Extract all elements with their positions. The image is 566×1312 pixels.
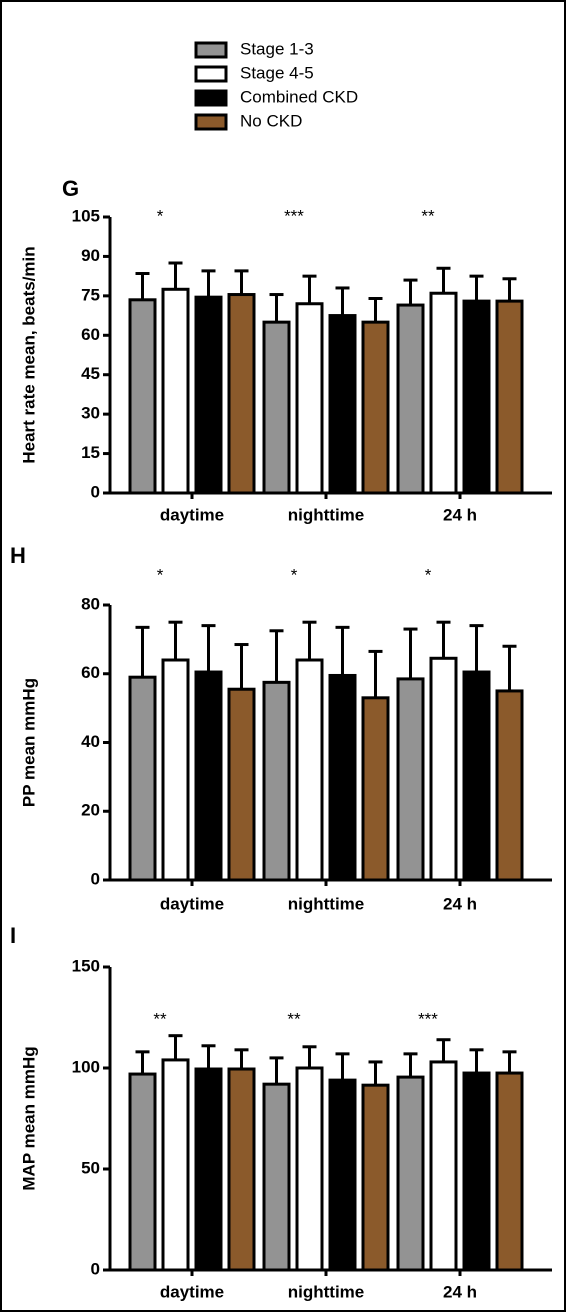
bar	[328, 314, 357, 495]
legend-swatch	[194, 89, 228, 107]
legend-swatch	[194, 65, 228, 83]
significance-label: **	[287, 1009, 301, 1028]
y-tick-label: 60	[81, 325, 100, 344]
y-tick-label: 75	[81, 285, 100, 304]
legend-label: Stage 1-3	[240, 39, 314, 58]
bar	[361, 696, 390, 882]
y-tick-label: 80	[81, 594, 100, 613]
bar	[227, 1067, 256, 1272]
significance-label: *	[157, 206, 164, 225]
x-tick-label: daytime	[160, 1282, 224, 1301]
x-tick-label: 24 h	[443, 505, 477, 524]
panel-label: I	[10, 923, 16, 948]
significance-label: **	[153, 1009, 167, 1028]
bar	[429, 656, 458, 882]
bar	[295, 302, 324, 495]
bar	[396, 303, 425, 495]
bar	[194, 670, 223, 882]
legend-label: Combined CKD	[240, 87, 358, 106]
y-tick-label: 0	[91, 869, 100, 888]
bar	[262, 680, 291, 882]
bar	[396, 1075, 425, 1272]
y-tick-label: 150	[72, 956, 100, 975]
bar	[194, 295, 223, 495]
y-tick-label: 40	[81, 732, 100, 751]
y-tick-label: 45	[81, 364, 100, 383]
y-tick-label: 90	[81, 246, 100, 265]
bar	[194, 1067, 223, 1272]
bar	[462, 1071, 491, 1272]
bar	[429, 291, 458, 495]
bar	[396, 677, 425, 882]
bar	[161, 658, 190, 882]
x-tick-label: daytime	[160, 894, 224, 913]
x-tick-label: 24 h	[443, 1282, 477, 1301]
significance-label: ***	[418, 1009, 438, 1028]
bar	[361, 320, 390, 495]
bar	[128, 1072, 157, 1272]
y-tick-label: 0	[91, 1259, 100, 1278]
x-tick-label: nighttime	[288, 505, 365, 524]
y-tick-label: 15	[81, 443, 100, 462]
bar	[295, 658, 324, 882]
x-tick-label: 24 h	[443, 894, 477, 913]
legend-label: Stage 4-5	[240, 63, 314, 82]
bar	[462, 299, 491, 495]
bar	[462, 670, 491, 882]
bar	[128, 675, 157, 882]
y-axis-title: PP mean mmHg	[19, 678, 38, 807]
panel-label: G	[62, 176, 79, 201]
panel-label: H	[10, 543, 26, 568]
bar	[161, 1058, 190, 1272]
y-axis-title: Heart rate mean, beats/min	[19, 246, 38, 463]
significance-label: *	[291, 565, 298, 584]
y-tick-label: 60	[81, 663, 100, 682]
y-tick-label: 100	[72, 1057, 100, 1076]
bar	[495, 689, 524, 882]
x-tick-label: daytime	[160, 505, 224, 524]
bar	[495, 299, 524, 495]
x-tick-label: nighttime	[288, 1282, 365, 1301]
bar	[361, 1083, 390, 1272]
bar	[328, 673, 357, 882]
legend-label: No CKD	[240, 111, 302, 130]
x-tick-label: nighttime	[288, 894, 365, 913]
y-tick-label: 30	[81, 404, 100, 423]
legend-swatch	[194, 113, 228, 131]
bar	[495, 1071, 524, 1272]
bar	[295, 1066, 324, 1272]
y-axis-title: MAP mean mmHg	[19, 1046, 38, 1190]
legend-swatch	[194, 41, 228, 59]
bar	[227, 687, 256, 882]
bar	[429, 1060, 458, 1272]
bar	[128, 298, 157, 495]
y-tick-label: 20	[81, 801, 100, 820]
bar	[227, 293, 256, 495]
significance-label: ***	[284, 206, 304, 225]
significance-label: *	[157, 565, 164, 584]
y-tick-label: 105	[72, 206, 100, 225]
y-tick-label: 0	[91, 482, 100, 501]
y-tick-label: 50	[81, 1158, 100, 1177]
significance-label: *	[425, 565, 432, 584]
bar	[262, 320, 291, 495]
bar	[328, 1078, 357, 1272]
bar	[262, 1082, 291, 1272]
bar	[161, 287, 190, 495]
significance-label: **	[421, 206, 435, 225]
